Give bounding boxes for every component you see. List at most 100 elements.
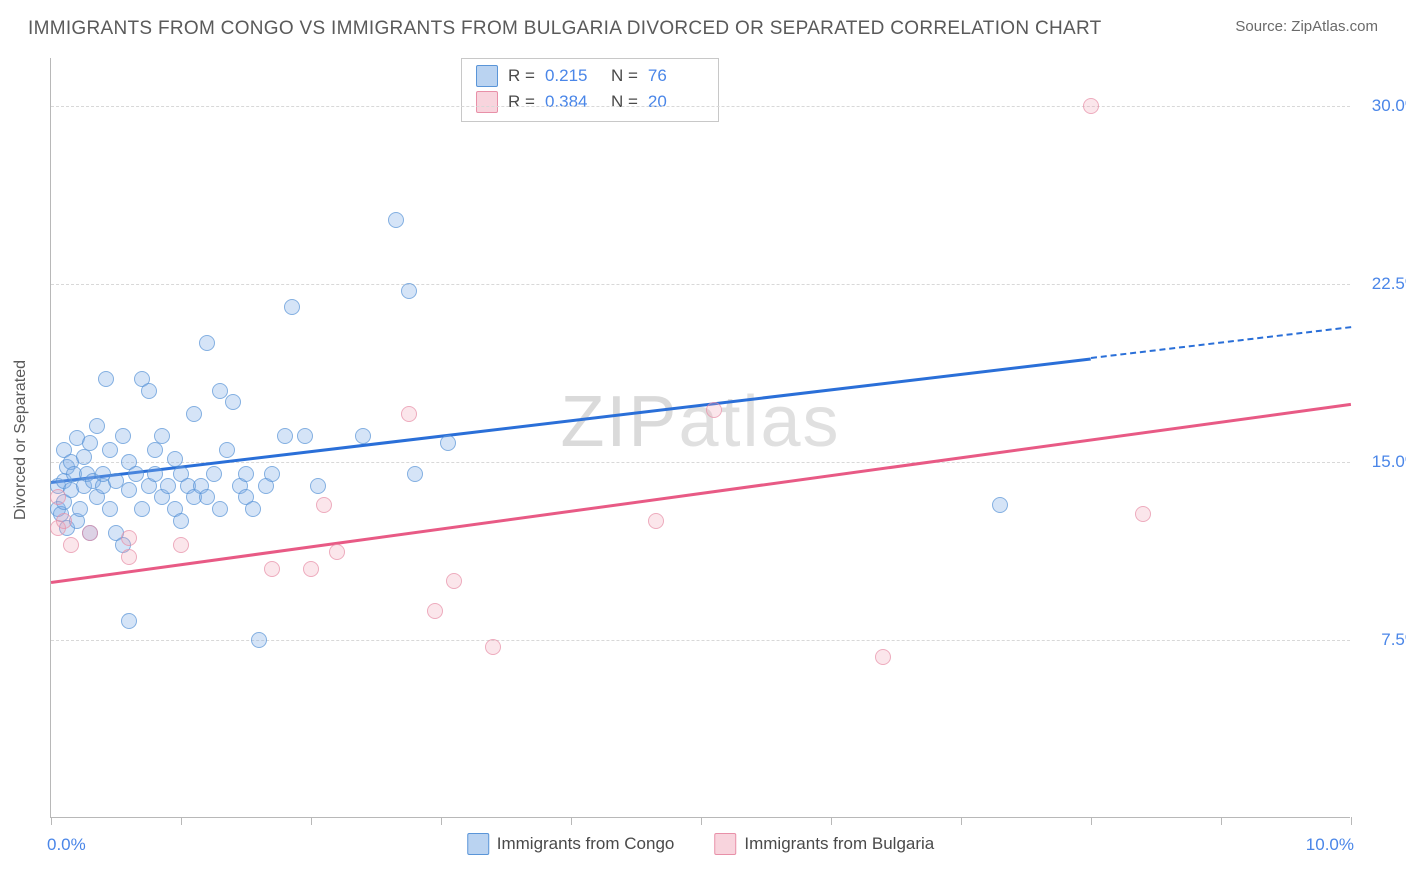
data-point [316,497,332,513]
data-point [173,513,189,529]
legend-r-label: R = [508,63,535,89]
data-point [225,394,241,410]
data-point [238,466,254,482]
data-point [121,482,137,498]
data-point [355,428,371,444]
scatter-plot: ZIPatlas R =0.215N =76R =0.384N =20 0.0%… [50,58,1350,818]
data-point [134,501,150,517]
data-point [141,383,157,399]
data-point [212,383,228,399]
data-point [206,466,222,482]
data-point [160,478,176,494]
x-tick [441,817,442,825]
y-tick-label: 15.0% [1360,452,1406,472]
series-legend-label: Immigrants from Bulgaria [744,834,934,854]
data-point [706,402,722,418]
data-point [264,466,280,482]
chart-title: IMMIGRANTS FROM CONGO VS IMMIGRANTS FROM… [28,18,1102,40]
data-point [297,428,313,444]
source-value: ZipAtlas.com [1291,18,1378,35]
data-point [245,501,261,517]
data-point [212,501,228,517]
legend-swatch [476,65,498,87]
legend-r-value: 0.215 [545,63,601,89]
data-point [875,649,891,665]
data-point [401,406,417,422]
data-point [388,212,404,228]
series-legend-item: Immigrants from Congo [467,833,675,855]
data-point [82,435,98,451]
data-point [303,561,319,577]
data-point [50,489,66,505]
x-tick [571,817,572,825]
legend-n-label: N = [611,89,638,115]
y-tick-label: 22.5% [1360,274,1406,294]
series-legend: Immigrants from Congo Immigrants from Bul… [467,833,935,855]
data-point [128,466,144,482]
data-point [82,525,98,541]
series-legend-label: Immigrants from Congo [497,834,675,854]
data-point [102,501,118,517]
data-point [115,428,131,444]
data-point [427,603,443,619]
data-point [648,513,664,529]
x-axis-max-label: 10.0% [1306,835,1354,855]
x-tick [1351,817,1352,825]
legend-swatch [467,833,489,855]
x-tick [1091,817,1092,825]
data-point [219,442,235,458]
x-tick [831,817,832,825]
data-point [440,435,456,451]
data-point [401,283,417,299]
watermark-thin: atlas [678,382,840,462]
y-tick-label: 7.5% [1360,630,1406,650]
legend-n-value: 76 [648,63,704,89]
data-point [1135,506,1151,522]
data-point [251,632,267,648]
data-point [199,489,215,505]
legend-swatch [714,833,736,855]
legend-n-value: 20 [648,89,704,115]
data-point [329,544,345,560]
data-point [121,530,137,546]
data-point [63,537,79,553]
gridline [51,462,1350,463]
gridline [51,284,1350,285]
legend-n-label: N = [611,63,638,89]
x-tick [51,817,52,825]
source-label: Source: [1235,18,1287,35]
gridline [51,106,1350,107]
watermark-bold: ZIP [560,382,678,462]
data-point [199,335,215,351]
chart-header: IMMIGRANTS FROM CONGO VS IMMIGRANTS FROM… [0,0,1406,48]
data-point [173,537,189,553]
data-point [446,573,462,589]
data-point [1083,98,1099,114]
data-point [154,428,170,444]
data-point [284,299,300,315]
legend-r-value: 0.384 [545,89,601,115]
data-point [407,466,423,482]
data-point [147,466,163,482]
data-point [310,478,326,494]
data-point [277,428,293,444]
trendline-s1 [51,357,1091,483]
x-tick [961,817,962,825]
data-point [72,501,88,517]
x-axis-min-label: 0.0% [47,835,86,855]
source-attribution: Source: ZipAtlas.com [1235,18,1378,35]
stats-legend-row: R = 0.384 N = 20 [476,89,704,115]
data-point [992,497,1008,513]
series-legend-item: Immigrants from Bulgaria [714,833,934,855]
x-tick [701,817,702,825]
data-point [186,406,202,422]
data-point [121,613,137,629]
x-tick [1221,817,1222,825]
data-point [76,449,92,465]
data-point [485,639,501,655]
legend-r-label: R = [508,89,535,115]
y-tick-label: 30.0% [1360,96,1406,116]
data-point [102,442,118,458]
x-tick [181,817,182,825]
data-point [121,549,137,565]
